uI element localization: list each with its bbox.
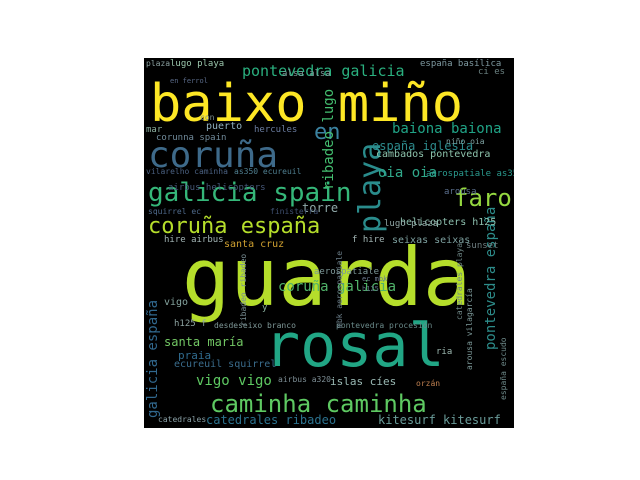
word: coruña (148, 135, 279, 176)
word: aerospatiale as350 (426, 169, 514, 179)
word: finisterra (270, 207, 319, 216)
word: squirrel ec (148, 207, 201, 216)
word: galicia spain (148, 178, 352, 208)
word: baiona baiona (392, 121, 502, 137)
word: catedrales ribadeo (206, 413, 337, 427)
word: h125 (362, 285, 379, 293)
word: cambados pontevedra (376, 149, 491, 160)
word: f hire (352, 235, 385, 245)
word: praia (178, 349, 212, 362)
word: desdeseixo branco (214, 321, 296, 330)
word: santa cruz (224, 239, 285, 250)
word: faro (454, 184, 512, 212)
word: niño oia (446, 137, 485, 146)
word: sunset (466, 241, 499, 251)
word: as350 ecureuil (234, 167, 302, 176)
word: lugo playa (170, 59, 225, 69)
word: ecureuil squirrel (174, 359, 277, 370)
word: vigo (164, 297, 189, 308)
word: hire airbus (164, 235, 224, 245)
word: h125 f (174, 319, 207, 329)
word: arousa vilagarcía (465, 288, 474, 370)
word: españa iglesia (372, 139, 474, 153)
word: ribadeo ribadeo (239, 253, 248, 326)
word: santa maría (164, 335, 244, 349)
word: corunna spain (156, 133, 227, 143)
word: ec mbk (362, 275, 388, 283)
word: coruña españa (148, 214, 321, 239)
word: españa basílica (420, 59, 502, 69)
word: galicia españa (145, 299, 161, 418)
word: plaza (146, 59, 171, 68)
word: islas cíes (330, 375, 397, 388)
word: guarda (182, 231, 471, 324)
word: catedrales playa (455, 242, 464, 320)
word: coruña galicia (278, 279, 397, 295)
word: airbus helicopters (168, 183, 266, 193)
word: puerto (206, 121, 243, 132)
word: kitesurf kitesurf (378, 413, 501, 427)
word: orzán (416, 379, 441, 388)
word: lugo plaza (384, 219, 439, 229)
word: y (262, 303, 268, 313)
word: baixo miño (150, 74, 464, 134)
word: oia oia (378, 165, 438, 181)
word: pontevedra galicia (242, 62, 405, 80)
word: arousa (444, 187, 477, 197)
word: rosal (264, 311, 445, 381)
word: españa escudo (499, 337, 508, 400)
word-cloud: guarda baixo miño rosal coruña playa gal… (144, 58, 514, 428)
word: con (200, 113, 215, 122)
word: mar (146, 125, 163, 135)
word: pontevedra procesión (336, 321, 433, 330)
word: vilarelho caminha (146, 167, 228, 176)
word: aerospatiale (314, 267, 380, 277)
word: pontevedra españa (483, 206, 499, 350)
word: seixas seixas (392, 235, 471, 246)
word: ci es (478, 67, 506, 77)
word: mbk aerospatiale (335, 250, 344, 328)
word: airbus a320 (278, 375, 331, 384)
word: hercules (254, 125, 298, 135)
word: caminha caminha (210, 390, 427, 418)
word: ribadeo lugo (321, 88, 337, 190)
word: vigo vigo (196, 373, 272, 389)
word: helicopters h125 (400, 217, 497, 228)
word: catedrales (158, 415, 207, 424)
word: en ferrol (170, 77, 208, 85)
word: en (314, 120, 341, 145)
word: ria (436, 347, 453, 357)
word: alsa alsa (282, 69, 331, 79)
word: torre (302, 201, 339, 215)
